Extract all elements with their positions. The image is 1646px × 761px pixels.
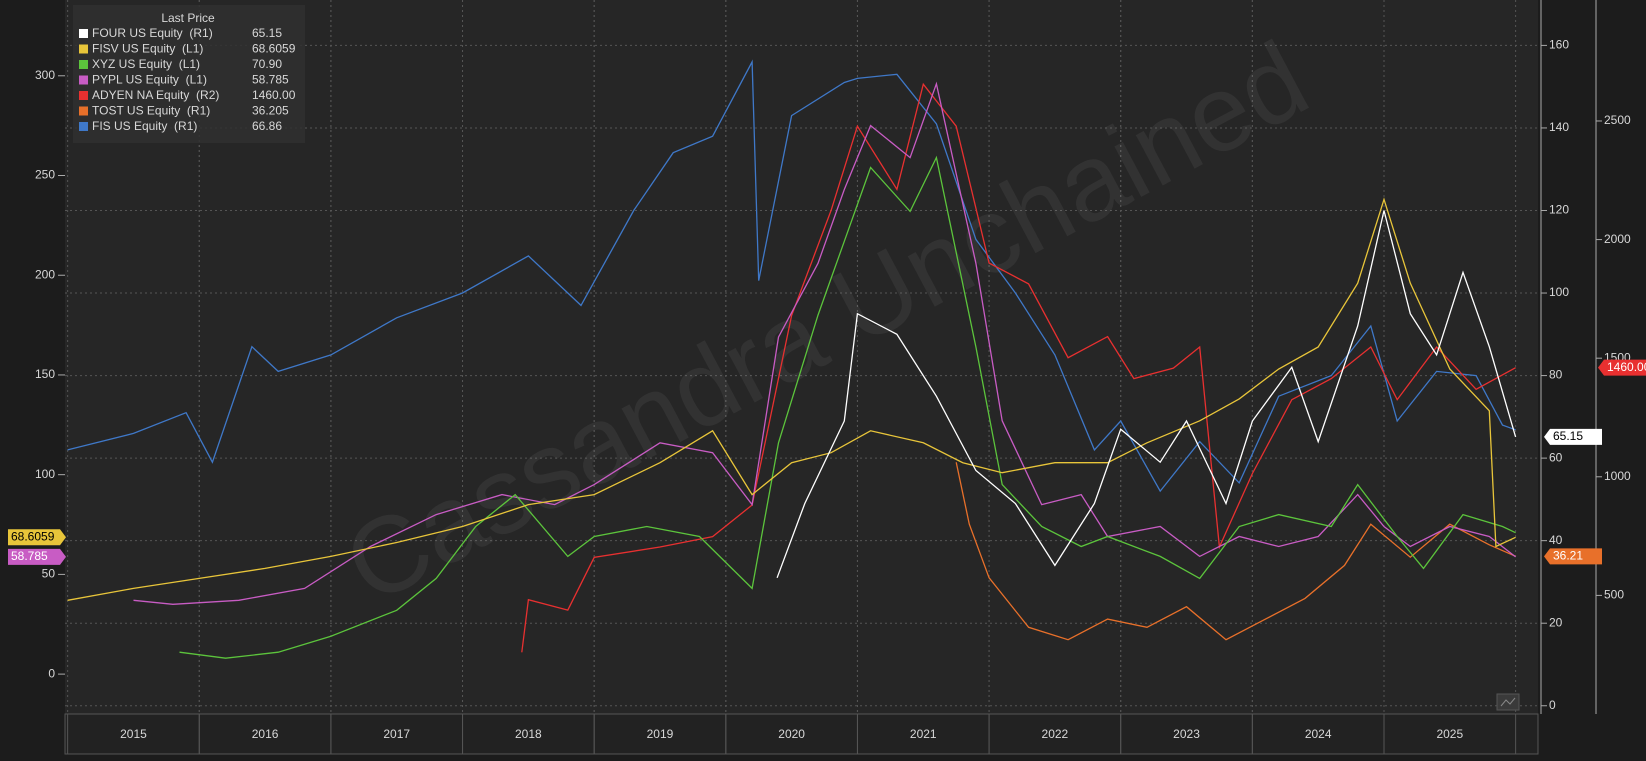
- price-tag: [1544, 428, 1602, 445]
- y-tick-label: 0: [48, 666, 55, 680]
- x-tick-label: 2024: [1305, 727, 1332, 741]
- price-tag: [1598, 359, 1646, 376]
- x-tick-label: 2019: [647, 727, 674, 741]
- legend-value: 58.785: [252, 73, 289, 87]
- x-axis-band: [64, 713, 1539, 755]
- y2-tick-label: 160: [1549, 38, 1569, 52]
- y3-tick-label: 500: [1604, 588, 1624, 602]
- y3-tick-label: 1000: [1604, 469, 1631, 483]
- x-tick-label: 2025: [1436, 727, 1463, 741]
- series-line: [179, 155, 1516, 659]
- legend-value: 66.86: [252, 119, 282, 133]
- series-line: [67, 197, 1516, 601]
- x-tick-label: 2021: [910, 727, 937, 741]
- y-tick-label: 50: [42, 567, 56, 581]
- y2-tick-label: 80: [1549, 368, 1563, 382]
- legend-label: PYPL US Equity (L1): [92, 73, 207, 87]
- y3-tick-label: 2000: [1604, 232, 1631, 246]
- icon-line: [1500, 697, 1516, 707]
- legend-value: 36.205: [252, 104, 289, 118]
- price-tag: [8, 548, 66, 565]
- legend-label: XYZ US Equity (L1): [92, 57, 200, 71]
- legend: Last Price FOUR US Equity (R1) 65.15 FISV …: [73, 5, 305, 143]
- legend-label: FIS US Equity (R1): [92, 119, 197, 133]
- chart-icon: [1496, 693, 1520, 711]
- legend-label: FOUR US Equity (R1): [92, 26, 213, 40]
- series-line: [521, 82, 1516, 653]
- plot-area: [65, 0, 1538, 714]
- legend-box: [73, 5, 305, 143]
- legend-swatch: [79, 106, 88, 116]
- x-tick-label: 2016: [252, 727, 279, 741]
- price-tag: [8, 529, 66, 546]
- legend-title: Last Price: [161, 11, 215, 25]
- price-tag-label: 68.6059: [11, 529, 55, 543]
- x-tick-label: 2022: [1042, 727, 1069, 741]
- legend-swatch: [79, 75, 88, 85]
- x-tick-label: 2015: [120, 727, 147, 741]
- legend-value: 1460.00: [252, 88, 296, 102]
- y2-tick-label: 60: [1549, 450, 1563, 464]
- x-tick-label: 2023: [1173, 727, 1200, 741]
- y2-tick-label: 140: [1549, 120, 1569, 134]
- y-tick-label: 250: [35, 168, 55, 182]
- price-tag-label: 58.785: [11, 549, 48, 563]
- y2-tick-label: 100: [1549, 285, 1569, 299]
- price-tag: [1544, 548, 1602, 565]
- series-line: [776, 210, 1517, 579]
- legend-label: TOST US Equity (R1): [92, 104, 210, 118]
- price-tag-label: 36.21: [1553, 548, 1583, 562]
- axes: 2015 2016 2017 2018 2019 2020 2021 2022 2023 2024…: [8, 0, 1646, 754]
- y-tick-label: 300: [35, 68, 55, 82]
- legend-value: 68.6059: [252, 42, 296, 56]
- x-tick-label: 2018: [515, 727, 542, 741]
- lines: [67, 59, 1517, 659]
- y-tick-label: 150: [35, 367, 55, 381]
- series-line: [67, 59, 1516, 493]
- legend-swatch: [79, 122, 88, 131]
- y-tick-label: 100: [35, 467, 55, 481]
- legend-swatch: [79, 44, 88, 54]
- legend-swatch: [79, 60, 88, 69]
- price-tag-label: 65.15: [1553, 429, 1583, 443]
- y-tick-label: 200: [35, 267, 55, 281]
- y2-tick-label: 120: [1549, 203, 1569, 217]
- y2-tick-label: 0: [1549, 698, 1556, 712]
- series-line: [955, 462, 1516, 641]
- x-tick-label: 2020: [778, 727, 805, 741]
- legend-swatch: [79, 29, 88, 38]
- legend-value: 70.90: [252, 57, 282, 71]
- legend-label: FISV US Equity (L1): [92, 42, 203, 56]
- legend-label: ADYEN NA Equity (R2): [92, 88, 219, 102]
- y2-tick-label: 20: [1549, 615, 1563, 629]
- price-tag-label: 1460.00: [1607, 360, 1646, 374]
- legend-value: 65.15: [252, 26, 282, 40]
- legend-swatch: [79, 91, 88, 100]
- x-tick-label: 2017: [383, 727, 410, 741]
- y2-tick-label: 40: [1549, 533, 1563, 547]
- y3-tick-label: 2500: [1604, 113, 1631, 127]
